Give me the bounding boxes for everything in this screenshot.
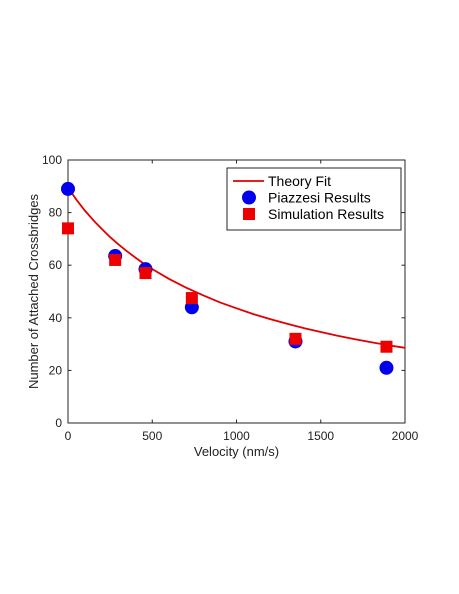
piazzesi-point	[379, 360, 394, 375]
simulation-point	[380, 340, 393, 353]
piazzesi-point	[61, 181, 75, 196]
legend-piazzesi-marker	[242, 190, 256, 205]
ticks	[67, 159, 406, 424]
y-tick-label: 0	[55, 416, 62, 430]
x-tick-label: 0	[65, 429, 72, 443]
simulation-point	[185, 292, 198, 305]
y-axis-label: Number of Attached Crossbridges	[26, 193, 41, 389]
marker-layer	[61, 181, 394, 375]
simulation-point	[62, 222, 74, 235]
legend-theory-fit-label: Theory Fit	[268, 173, 331, 189]
simulation-point	[289, 332, 302, 345]
x-tick-label: 2000	[392, 429, 419, 443]
x-tick-label: 1500	[307, 429, 334, 443]
legend-piazzesi-label: Piazzesi Results	[268, 190, 371, 206]
legend: Theory Fit Piazzesi Results Simulation R…	[226, 167, 402, 231]
y-tick-label: 40	[49, 311, 63, 325]
x-tick-label: 500	[142, 429, 162, 443]
theory-fit-layer	[67, 187, 406, 349]
theory-fit-line	[67, 187, 406, 349]
y-tick-label: 20	[49, 363, 63, 377]
x-tick-label: 1000	[223, 429, 250, 443]
y-tick-label: 60	[49, 258, 63, 272]
legend-box	[226, 167, 402, 231]
simulation-point	[139, 267, 152, 280]
x-axis-label: Velocity (nm/s)	[194, 444, 279, 459]
y-tick-label: 80	[49, 206, 63, 220]
y-tick-label: 100	[42, 153, 62, 167]
simulation-point	[109, 253, 122, 266]
legend-simulation-marker	[243, 208, 255, 220]
legend-simulation-label: Simulation Results	[268, 206, 384, 222]
tick-labels: 0 500 1000 1500 2000 0 20 40 60 80 100	[42, 153, 419, 443]
